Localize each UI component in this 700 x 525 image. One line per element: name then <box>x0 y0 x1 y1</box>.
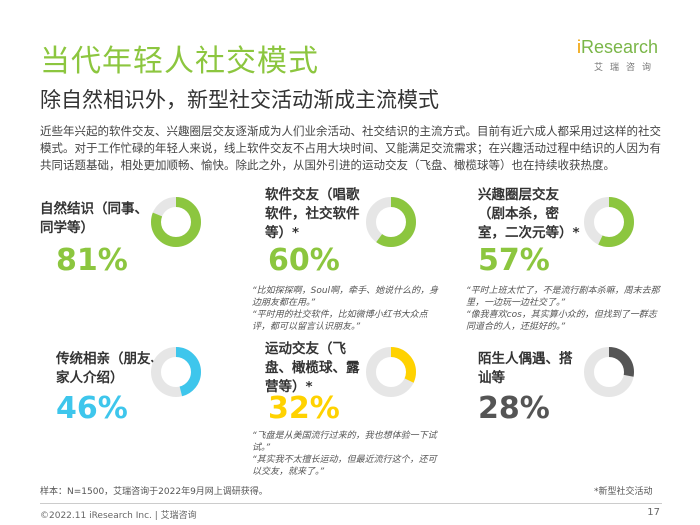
card-label: 传统相亲（朋友、家人介绍） <box>56 351 164 386</box>
card-percent: 81% <box>56 243 128 278</box>
card-sports: 运动交友（飞盘、橄榄球、露营等）* <box>265 340 365 397</box>
logo-subtitle: 艾瑞咨询 <box>593 63 658 73</box>
card-percent: 32% <box>268 391 340 426</box>
card-label: 自然结识（同事、同学等） <box>40 201 148 236</box>
card-percent: 57% <box>478 243 550 278</box>
footer-divider <box>40 503 662 504</box>
donut-value-arc <box>151 197 201 247</box>
donut-chart-natural <box>151 197 201 247</box>
card-label: 运动交友（飞盘、橄榄球、露营等）* <box>265 341 360 395</box>
card-natural: 自然结识（同事、同学等） <box>40 200 160 238</box>
donut-value-arc <box>366 197 416 247</box>
card-interest: 兴趣圈层交友（剧本杀，密室，二次元等）* <box>478 186 580 243</box>
card-label: 软件交友（唱歌软件，社交软件等）* <box>265 187 360 241</box>
donut-chart-blind-date <box>151 347 201 397</box>
sample-note: 样本：N=1500，艾瑞咨询于2022年9月网上调研获得。 <box>40 487 268 497</box>
page-subtitle: 除自然相识外，新型社交活动渐成主流模式 <box>40 88 439 112</box>
donut-value-arc <box>584 347 634 397</box>
donut-chart-sports <box>366 347 416 397</box>
page-title: 当代年轻人社交模式 <box>40 44 319 79</box>
card-percent: 60% <box>268 243 340 278</box>
card-quote: “飞盘是从美国流行过来的，我也想体验一下试试。” “其实我不太擅长运动，但最近流… <box>252 431 437 477</box>
copyright: ©2022.11 iResearch Inc. | 艾瑞咨询 <box>40 511 197 521</box>
card-quote: “比如探探啊，Soul啊，牵手、她说什么的，身边朋友都在用。” “平时用的社交软… <box>252 286 439 332</box>
card-percent: 46% <box>56 391 128 426</box>
donut-chart-stranger <box>584 347 634 397</box>
card-percent: 28% <box>478 391 550 426</box>
card-label: 兴趣圈层交友（剧本杀，密室，二次元等）* <box>478 187 580 241</box>
new-activity-footnote: *新型社交活动 <box>594 487 653 497</box>
intro-paragraph: 近些年兴起的软件交友、兴趣圈层交友逐渐成为人们业余活动、社交结识的主流方式。目前… <box>40 124 661 172</box>
card-blind-date: 传统相亲（朋友、家人介绍） <box>56 350 166 388</box>
card-app: 软件交友（唱歌软件，社交软件等）* <box>265 186 365 243</box>
donut-value-arc <box>151 347 201 397</box>
donut-value-arc <box>366 347 416 397</box>
logo-prefix: i <box>576 37 581 57</box>
card-quote: “平时上班太忙了，不是流行剧本杀嘛，周末去那里，一边玩一边社交了。” “像我喜欢… <box>466 286 660 332</box>
donut-chart-interest <box>584 197 634 247</box>
logo-brand: Research <box>580 37 658 57</box>
page-number: 17 <box>647 507 660 518</box>
card-stranger: 陌生人偶遇、搭讪等 <box>478 350 578 388</box>
card-label: 陌生人偶遇、搭讪等 <box>478 351 573 386</box>
donut-value-arc <box>584 197 634 247</box>
donut-chart-app <box>366 197 416 247</box>
iresearch-logo: iResearch 艾瑞咨询 <box>577 38 658 73</box>
